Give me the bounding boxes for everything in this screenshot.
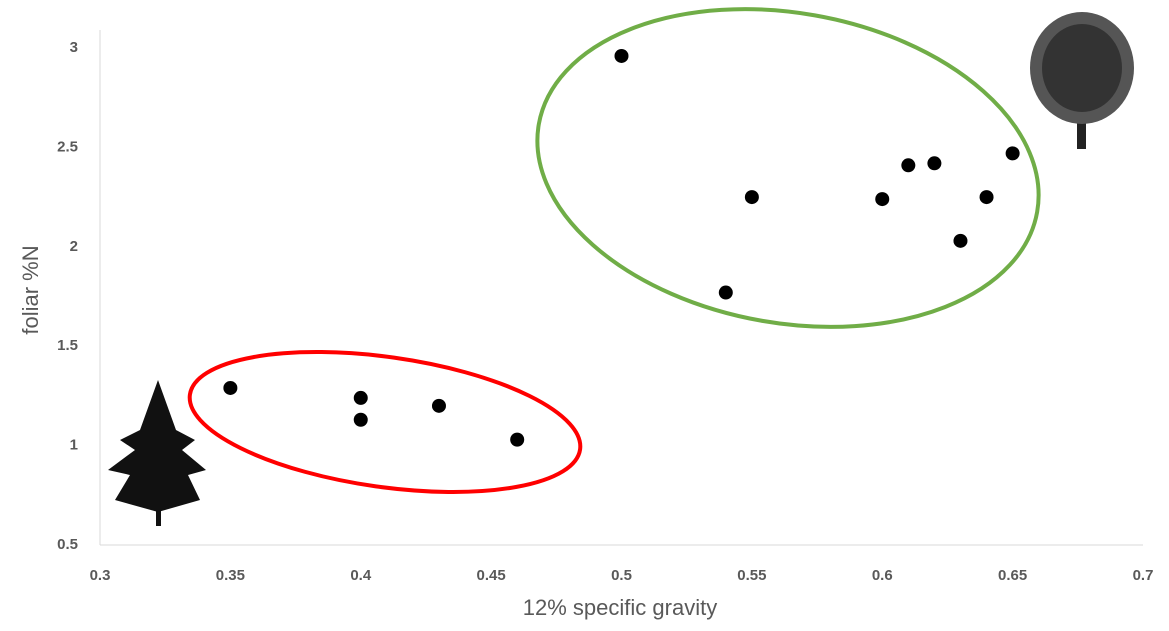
point [979, 190, 994, 205]
point [927, 156, 942, 171]
point [614, 48, 629, 63]
point [744, 190, 759, 205]
y-tick-label: 1.5 [57, 337, 78, 354]
x-tick-label: 0.45 [477, 567, 506, 584]
x-axis-title: 12% specific gravity [523, 595, 717, 620]
x-tick-label: 0.4 [350, 567, 372, 584]
point [353, 390, 368, 405]
conifer-icon [108, 380, 206, 526]
x-tick-label: 0.5 [611, 567, 632, 584]
hardwood-group-ellipse [535, 7, 1041, 329]
point [510, 432, 525, 447]
x-tick-label: 0.7 [1133, 567, 1154, 584]
point [223, 380, 238, 395]
y-tick-label: 0.5 [57, 536, 78, 553]
y-tick-label: 2 [70, 238, 78, 255]
x-tick-label: 0.6 [872, 567, 893, 584]
x-tick-label: 0.35 [216, 567, 245, 584]
point [353, 412, 368, 427]
y-axis-title: foliar %N [18, 245, 43, 334]
y-tick-label: 1 [70, 437, 78, 454]
x-tick-label: 0.3 [90, 567, 111, 584]
y-tick-label: 2.5 [57, 138, 78, 155]
conifer-group-ellipse [187, 350, 583, 494]
point [953, 233, 968, 248]
point [718, 285, 733, 300]
point [1005, 146, 1020, 161]
x-tick-label: 0.65 [998, 567, 1027, 584]
point [901, 158, 916, 173]
deciduous-icon [1030, 12, 1134, 149]
point [431, 398, 446, 413]
point [875, 192, 890, 207]
x-tick-label: 0.55 [737, 567, 766, 584]
y-tick-label: 3 [70, 39, 78, 56]
